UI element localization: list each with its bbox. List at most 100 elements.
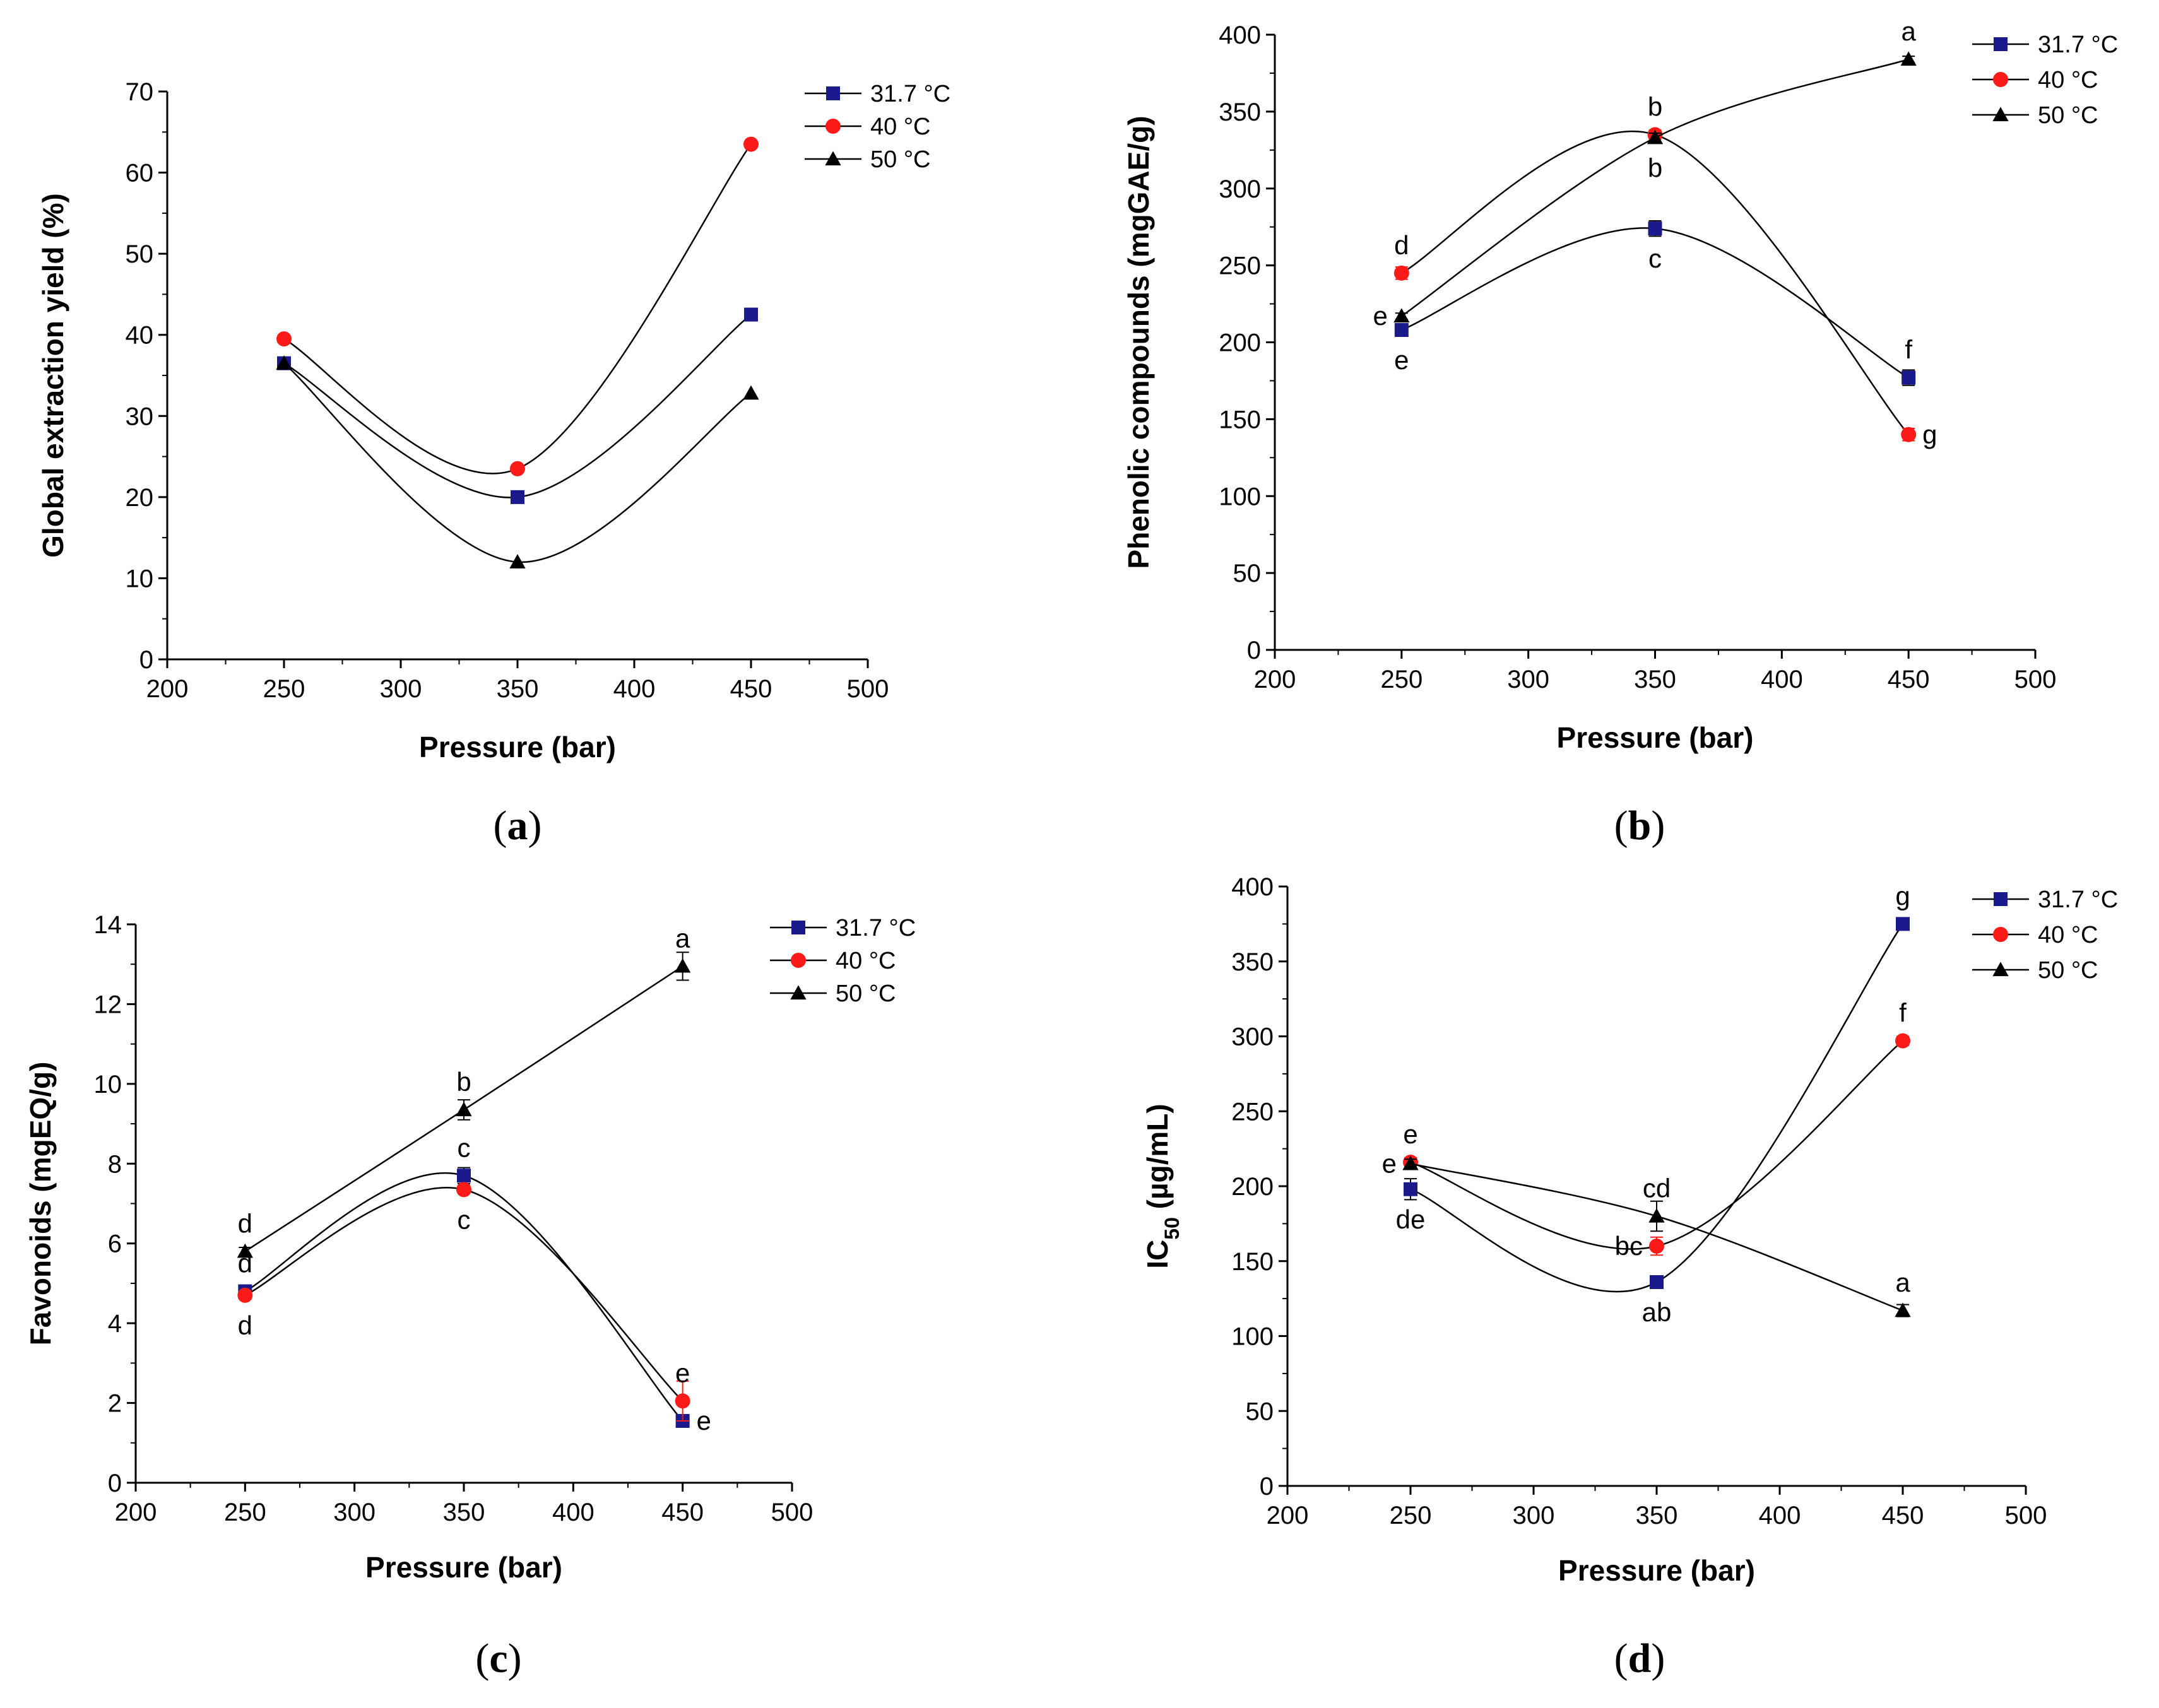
x-tick-label: 400 [1761, 666, 1803, 693]
caption-letter: c [489, 1635, 507, 1681]
data-point [456, 1182, 471, 1198]
y-tick-label: 150 [1219, 406, 1261, 433]
x-tick-label: 400 [1759, 1502, 1801, 1529]
panel-caption: (b) [1614, 803, 1665, 849]
legend: 31.7 °C 40 °C 50 °C [1972, 32, 2118, 129]
legend-marker [1993, 72, 2008, 87]
legend: 31.7 °C 40 °C 50 °C [770, 915, 916, 1007]
y-tick-label: 6 [108, 1230, 122, 1258]
significance-letter: f [1905, 335, 1912, 365]
significance-letter: e [1403, 1119, 1417, 1149]
legend-label: 31.7 °C [836, 915, 916, 941]
y-tick-label: 250 [1219, 252, 1261, 280]
x-tick-label: 450 [1882, 1502, 1924, 1529]
y-tick-label: 10 [94, 1071, 122, 1098]
caption-letter: a [507, 803, 528, 849]
data-point [675, 1393, 690, 1409]
significance-letter: d [238, 1310, 252, 1340]
caption-close-paren: ) [508, 1635, 522, 1681]
data-point [276, 355, 292, 370]
legend-label: 50 °C [870, 146, 930, 173]
caption-open-paren: ( [494, 803, 507, 849]
legend-marker [825, 151, 841, 166]
significance-letter: e [1394, 345, 1409, 375]
x-tick-label: 300 [1507, 666, 1549, 693]
y-tick-label: 50 [126, 240, 154, 268]
x-tick-label: 250 [224, 1499, 266, 1526]
x-tick-label: 450 [730, 675, 772, 703]
legend-marker [826, 86, 840, 100]
x-axis-title: Pressure (bar) [365, 1551, 562, 1584]
x-tick-label: 500 [847, 675, 889, 703]
x-tick-label: 250 [1380, 666, 1423, 693]
legend-label: 31.7 °C [2038, 32, 2118, 58]
series-2 [1393, 51, 1917, 323]
x-tick-label: 400 [552, 1499, 594, 1526]
y-tick-label: 0 [1247, 637, 1261, 664]
significance-letter: a [1895, 1268, 1910, 1297]
significance-letter: ab [1642, 1297, 1672, 1327]
significance-letter: g [1895, 881, 1910, 910]
chart-panel-a: 200 250 300 350 400 450 500 0 10 20 30 40 50 60 70 Pres… [37, 78, 950, 849]
legend-label: 50 °C [2038, 102, 2098, 129]
y-axis-title: IC50 (µg/mL) [1141, 1104, 1183, 1268]
data-point [1902, 370, 1916, 385]
y-tick-label: 150 [1231, 1248, 1274, 1276]
series-1 [276, 136, 759, 476]
data-point [1393, 265, 1409, 281]
legend-label: 40 °C [836, 948, 896, 974]
y-tick-label: 8 [108, 1150, 122, 1178]
y-tick-label: 250 [1231, 1098, 1274, 1126]
y-tick-label: 10 [126, 565, 154, 592]
significance-letter: c [1648, 244, 1662, 273]
significance-letter: d [238, 1208, 252, 1238]
data-point [1649, 1239, 1664, 1254]
series-1 [237, 1182, 690, 1422]
data-point [1647, 129, 1664, 144]
x-tick-label: 200 [115, 1499, 157, 1526]
y-tick-label: 100 [1219, 483, 1261, 510]
legend-marker [825, 119, 841, 134]
significance-letter: g [1922, 420, 1937, 449]
y-axis-title: Global extraction yield (%) [37, 193, 69, 558]
legend-label: 50 °C [2038, 957, 2098, 984]
data-point [1648, 1208, 1665, 1223]
chart-panel-b: 200 250 300 350 400 450 500 0 50 100 150 200 250 300 3… [1122, 16, 2118, 849]
y-tick-label: 400 [1219, 21, 1261, 49]
data-point [509, 554, 526, 568]
legend-marker [791, 953, 806, 968]
legend-label: 40 °C [2038, 67, 2098, 93]
y-axis-title: Phenolic compounds (mgGAE/g) [1122, 115, 1155, 568]
x-tick-label: 300 [333, 1499, 376, 1526]
y-tick-label: 300 [1231, 1023, 1274, 1051]
x-tick-label: 500 [2005, 1502, 2047, 1529]
significance-letter: cd [1643, 1174, 1671, 1203]
significance-letter: e [675, 1358, 690, 1387]
y-axis-title-unit: (µg/mL) [1141, 1104, 1174, 1217]
y-tick-label: 4 [108, 1310, 122, 1338]
legend-label: 50 °C [836, 981, 896, 1007]
data-point [744, 307, 758, 322]
data-point [457, 1169, 471, 1183]
significance-letter: c [458, 1204, 471, 1234]
y-tick-label: 14 [94, 911, 122, 939]
series-line [283, 143, 752, 474]
data-point [1901, 427, 1917, 442]
data-point [237, 1243, 253, 1258]
panel-caption: (c) [475, 1635, 521, 1681]
x-tick-label: 450 [661, 1499, 704, 1526]
y-tick-label: 20 [126, 484, 154, 512]
series-2 [237, 951, 691, 1258]
series-2 [1402, 1155, 1911, 1317]
y-tick-label: 30 [126, 403, 154, 430]
data-point [743, 136, 759, 152]
x-tick-label: 350 [1636, 1502, 1678, 1529]
y-axis-title: Favonoids (mgEQ/g) [24, 1062, 57, 1346]
legend-marker [1994, 37, 2008, 51]
data-point [1393, 308, 1410, 323]
panel-caption: (d) [1614, 1635, 1665, 1681]
y-tick-label: 0 [1260, 1473, 1274, 1500]
significance-letter: e [1373, 301, 1387, 331]
data-point [1648, 221, 1662, 236]
